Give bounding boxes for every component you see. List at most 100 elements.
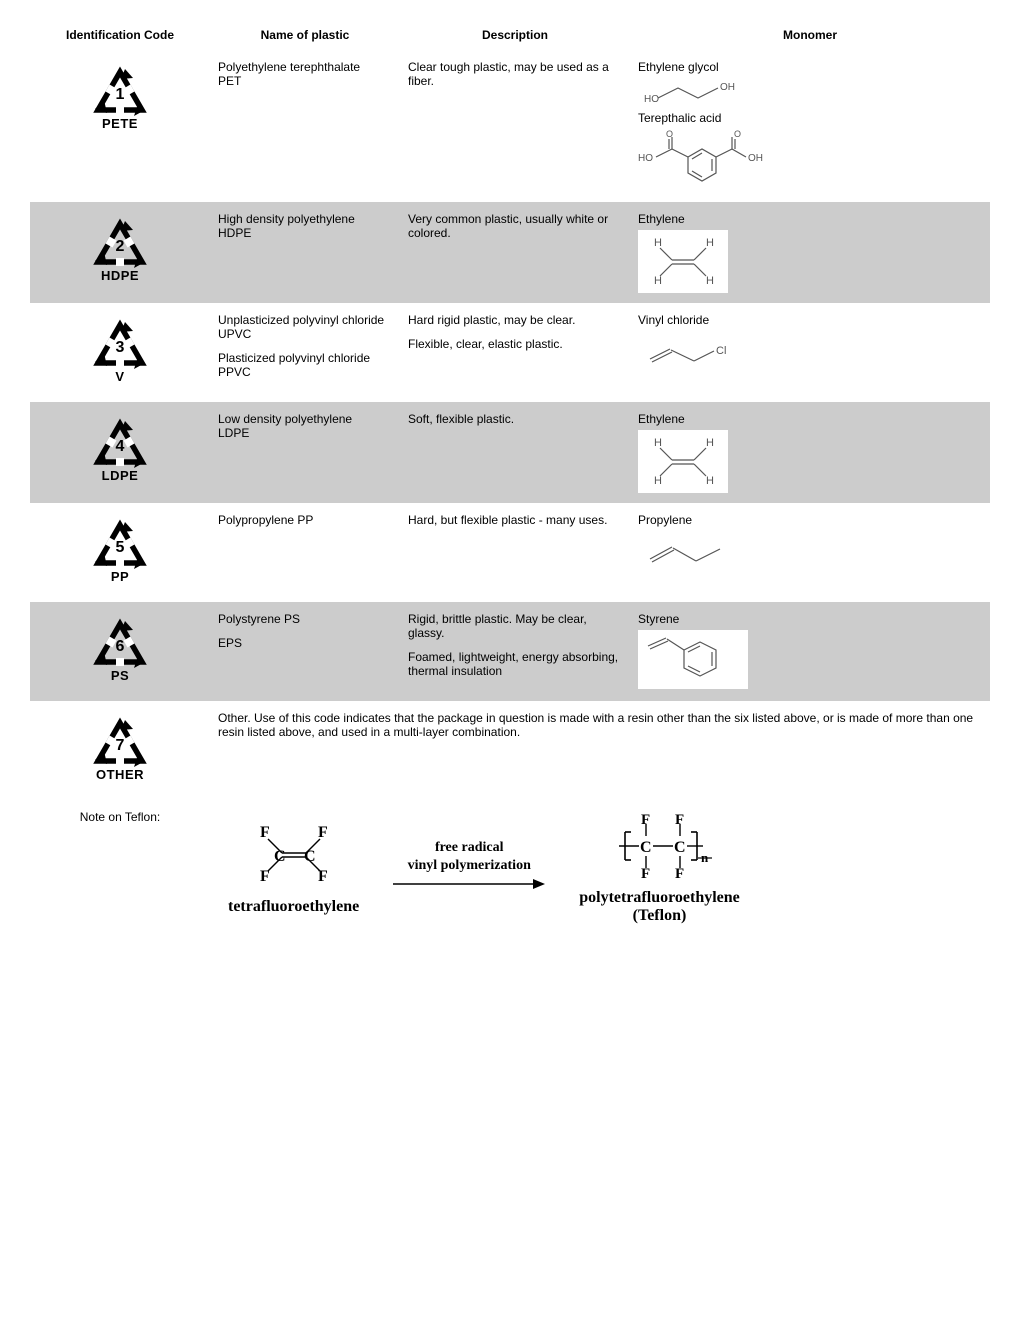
header-monomer: Monomer	[630, 20, 990, 50]
mol-terephthalic: HO O O OH	[638, 129, 798, 189]
code-cell: 7 OTHER	[30, 701, 210, 800]
svg-text:C: C	[640, 839, 652, 856]
molecule-diagram: H H H H	[638, 430, 728, 493]
code-cell: 5 PP	[30, 503, 210, 602]
monomer-cell: Propylene	[630, 503, 990, 602]
svg-text:F: F	[641, 866, 650, 880]
molecule-diagram: HO O O OH	[638, 129, 798, 192]
recycle-label: V	[80, 369, 160, 384]
svg-text:H: H	[706, 475, 714, 487]
molecule-diagram: H H H H	[638, 230, 728, 293]
table-row: 5 PP Polypropylene PPHard, but flexible …	[30, 503, 990, 602]
recycle-symbol-pete: 1 PETE	[90, 66, 150, 136]
recycle-symbol-other: 7 OTHER	[90, 717, 150, 787]
recycle-label: PETE	[80, 116, 160, 131]
code-cell: 1 PETE	[30, 50, 210, 202]
monomer-name: Ethylene	[638, 412, 982, 426]
recycle-label: HDPE	[80, 268, 160, 283]
table-row: 6 PS Polystyrene PSEPS Rigid, brittle pla…	[30, 602, 990, 701]
monomer-cell: Styrene	[630, 602, 990, 701]
ptfe-label-2: (Teflon)	[579, 907, 740, 925]
name-cell: Polypropylene PP	[210, 503, 400, 602]
svg-text:F: F	[641, 812, 650, 828]
plastic-desc: Foamed, lightweight, energy absorbing, t…	[408, 650, 622, 678]
plastic-name: EPS	[218, 636, 392, 650]
reaction-arrow-icon	[389, 876, 549, 892]
svg-text:F: F	[318, 868, 328, 885]
recycle-number: 6	[90, 638, 150, 656]
svg-text:H: H	[654, 237, 662, 249]
recycle-symbol-ldpe: 4 LDPE	[90, 418, 150, 488]
arrow-label-2: vinyl polymerization	[389, 858, 549, 874]
recycle-number: 2	[90, 238, 150, 256]
mol-tfe: C C F F F F	[234, 819, 354, 889]
monomer-cell: Ethylene glycol HO OH Terepthalic acid H…	[630, 50, 990, 202]
recycle-symbol-hdpe: 2 HDPE	[90, 218, 150, 288]
mol-ethylene: H H H H	[638, 230, 728, 290]
plastic-desc: Rigid, brittle plastic. May be clear, gl…	[408, 612, 622, 640]
monomer-cell: Ethylene H H H H	[630, 202, 990, 303]
molecule-diagram	[638, 630, 748, 689]
teflon-arrow: free radical vinyl polymerization	[389, 840, 549, 895]
name-cell: Unplasticized polyvinyl chlorideUPVC Plas…	[210, 303, 400, 402]
svg-text:C: C	[674, 839, 686, 856]
desc-cell: Hard, but flexible plastic - many uses.	[400, 503, 630, 602]
recycle-number: 7	[90, 737, 150, 755]
name-cell: Polystyrene PSEPS	[210, 602, 400, 701]
mol-propylene	[638, 531, 738, 571]
svg-text:O: O	[666, 129, 673, 139]
plastics-table: Identification Code Name of plastic Desc…	[30, 20, 990, 935]
svg-text:F: F	[260, 868, 270, 885]
monomer-name: Styrene	[638, 612, 982, 626]
svg-text:F: F	[318, 824, 328, 841]
name-cell: Polyethylene terephthalatePET	[210, 50, 400, 202]
svg-text:F: F	[260, 824, 270, 841]
svg-text:H: H	[706, 237, 714, 249]
recycle-number: 1	[90, 86, 150, 104]
svg-text:F: F	[675, 866, 684, 880]
recycle-label: LDPE	[80, 468, 160, 483]
name-cell: Low density polyethyleneLDPE	[210, 402, 400, 503]
desc-cell: Soft, flexible plastic.	[400, 402, 630, 503]
teflon-row: Note on Teflon: C C F F F F tetrafluor	[30, 800, 990, 935]
recycle-symbol-v: 3 V	[90, 319, 150, 389]
plastic-desc: Clear tough plastic, may be used as a fi…	[408, 60, 622, 88]
code-cell: 3 V	[30, 303, 210, 402]
monomer-name: Terepthalic acid	[638, 111, 982, 125]
recycle-number: 3	[90, 339, 150, 357]
code-cell: 4 LDPE	[30, 402, 210, 503]
table-row: 3 V Unplasticized polyvinyl chlorideUPVC…	[30, 303, 990, 402]
desc-cell: Clear tough plastic, may be used as a fi…	[400, 50, 630, 202]
plastic-name: Plasticized polyvinyl chloridePPVC	[218, 351, 392, 379]
ptfe-label-1: polytetrafluoroethylene	[579, 889, 740, 907]
svg-text:H: H	[706, 275, 714, 287]
plastic-name: Unplasticized polyvinyl chlorideUPVC	[218, 313, 392, 341]
desc-cell: Hard rigid plastic, may be clear. Flexibl…	[400, 303, 630, 402]
recycle-symbol-pp: 5 PP	[90, 519, 150, 589]
mol-vinylchloride: Cl	[638, 331, 738, 371]
header-row: Identification Code Name of plastic Desc…	[30, 20, 990, 50]
other-text: Other. Use of this code indicates that t…	[210, 701, 990, 800]
plastic-desc: Hard rigid plastic, may be clear.	[408, 313, 622, 327]
table-row: 2 HDPE High density polyethyleneHDPE Very…	[30, 202, 990, 303]
monomer-name: Vinyl chloride	[638, 313, 982, 327]
code-cell: 6 PS	[30, 602, 210, 701]
svg-text:HO: HO	[644, 94, 659, 105]
mol-ptfe: C C F F F F n	[585, 810, 735, 880]
molecule-diagram: Cl	[638, 331, 738, 374]
table-row: 1 PETE Polyethylene terephthalatePET Clea…	[30, 50, 990, 202]
tfe-label: tetrafluoroethylene	[228, 898, 359, 916]
svg-text:H: H	[654, 437, 662, 449]
plastic-desc: Soft, flexible plastic.	[408, 412, 622, 426]
recycle-label: PP	[80, 569, 160, 584]
table-row-other: 7 OTHER Other. Use of this code indicate…	[30, 701, 990, 800]
plastic-desc: Very common plastic, usually white or co…	[408, 212, 622, 240]
svg-text:H: H	[654, 475, 662, 487]
plastic-desc: Flexible, clear, elastic plastic.	[408, 337, 622, 351]
teflon-diagram-cell: C C F F F F tetrafluoroethylene free rad…	[210, 800, 990, 935]
mol-ethylene: H H H H	[638, 430, 728, 490]
recycle-number: 5	[90, 539, 150, 557]
molecule-diagram	[638, 531, 738, 574]
name-cell: High density polyethyleneHDPE	[210, 202, 400, 303]
recycle-label: OTHER	[80, 767, 160, 782]
